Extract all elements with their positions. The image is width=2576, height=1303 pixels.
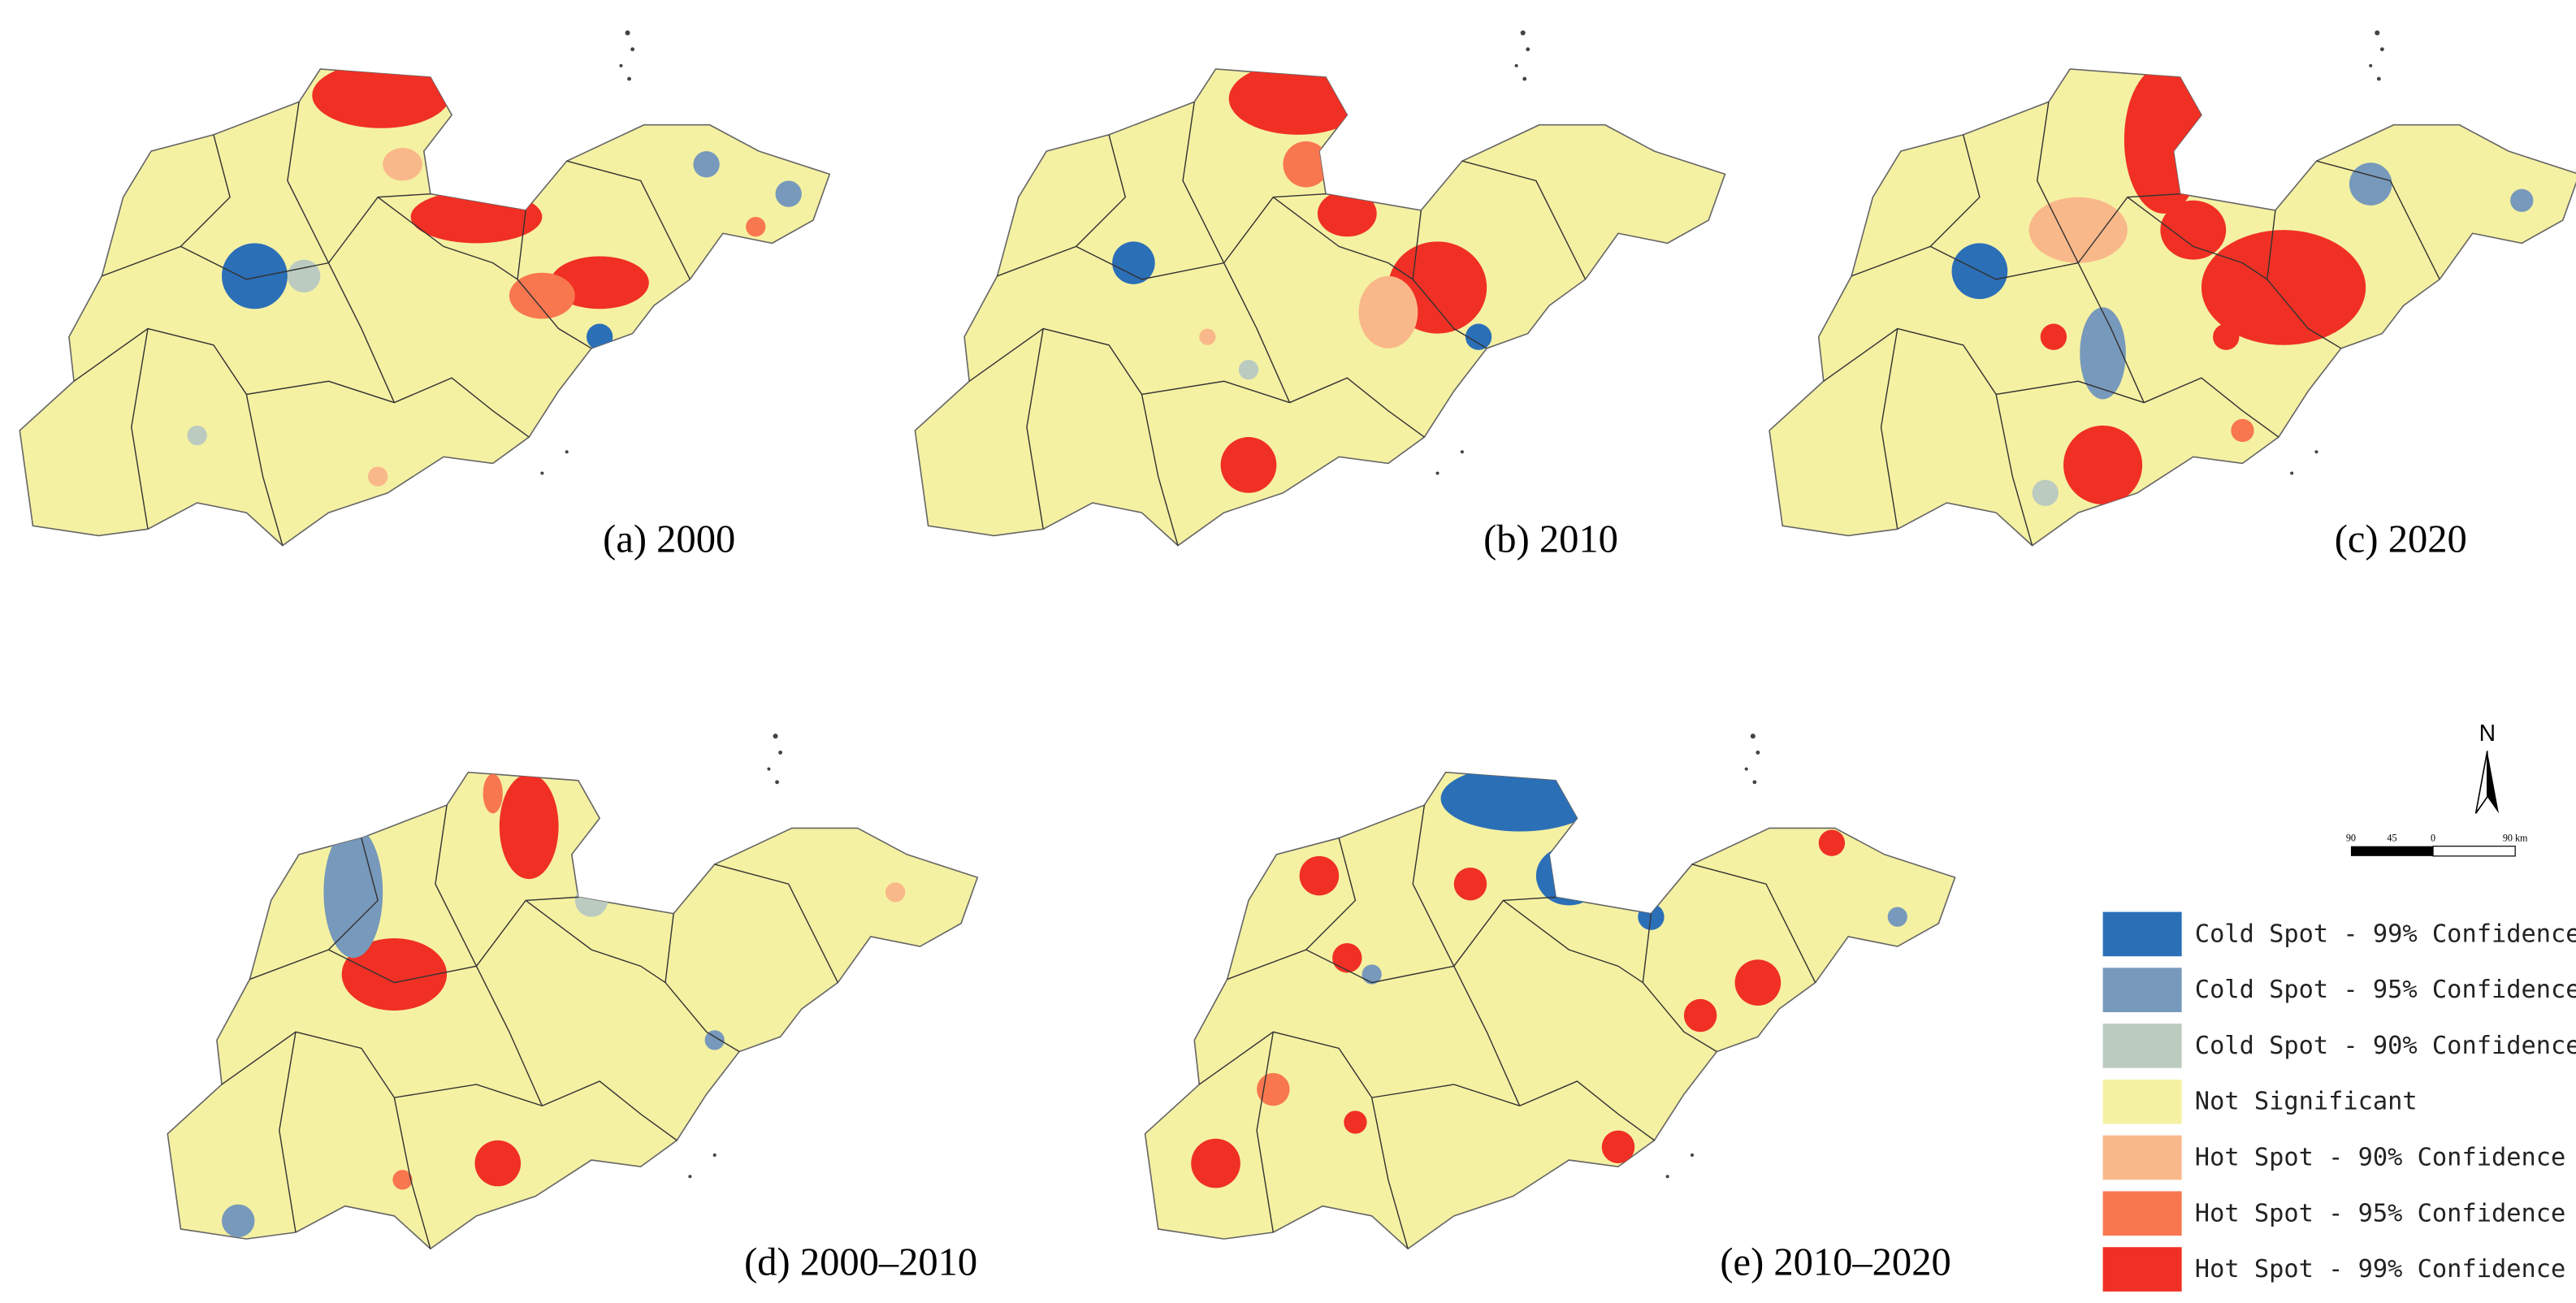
legend-swatch <box>2102 968 2182 1012</box>
scale-label: 0 <box>2431 833 2435 844</box>
panel-label: (d) 2000–2010 <box>744 1241 977 1284</box>
legend-label: Hot Spot - 99% Confidence <box>2195 1255 2565 1284</box>
map-panel <box>914 30 1726 547</box>
map-panel <box>1769 30 2576 547</box>
north-label: N <box>2479 720 2496 746</box>
legend-swatch <box>2102 1191 2182 1236</box>
panel-label: (c) 2020 <box>2335 518 2467 561</box>
scale-label: 90 <box>2346 833 2356 844</box>
scale-label: 45 <box>2387 833 2396 844</box>
scale-label: 90 km <box>2503 833 2528 844</box>
legend-label: Hot Spot - 95% Confidence <box>2195 1199 2565 1227</box>
map-panel <box>1144 734 1956 1250</box>
north-arrow: N <box>2474 720 2499 814</box>
map-panel <box>167 734 979 1250</box>
legend-label: Cold Spot - 95% Confidence <box>2195 976 2576 1004</box>
legend-swatch <box>2102 1024 2182 1068</box>
legend-swatch <box>2102 911 2182 957</box>
legend-swatch <box>2102 1079 2182 1124</box>
map-panel <box>19 30 831 547</box>
legend-swatch <box>2102 1247 2182 1292</box>
legend-label: Not Significant <box>2195 1088 2418 1116</box>
legend-label: Hot Spot - 90% Confidence <box>2195 1144 2565 1172</box>
legend-label: Cold Spot - 90% Confidence <box>2195 1032 2576 1060</box>
scale-bar: 90 45 0 90 km <box>2346 833 2528 857</box>
legend-label: Cold Spot - 99% Confidence <box>2195 920 2576 948</box>
panel-label: (a) 2000 <box>603 518 735 561</box>
panel-label: (b) 2010 <box>1483 518 1618 561</box>
legend: Cold Spot - 99% Confidence Cold Spot - 9… <box>2102 911 2576 1292</box>
legend-swatch <box>2102 1135 2182 1180</box>
panel-label: (e) 2010–2020 <box>1720 1241 1950 1284</box>
